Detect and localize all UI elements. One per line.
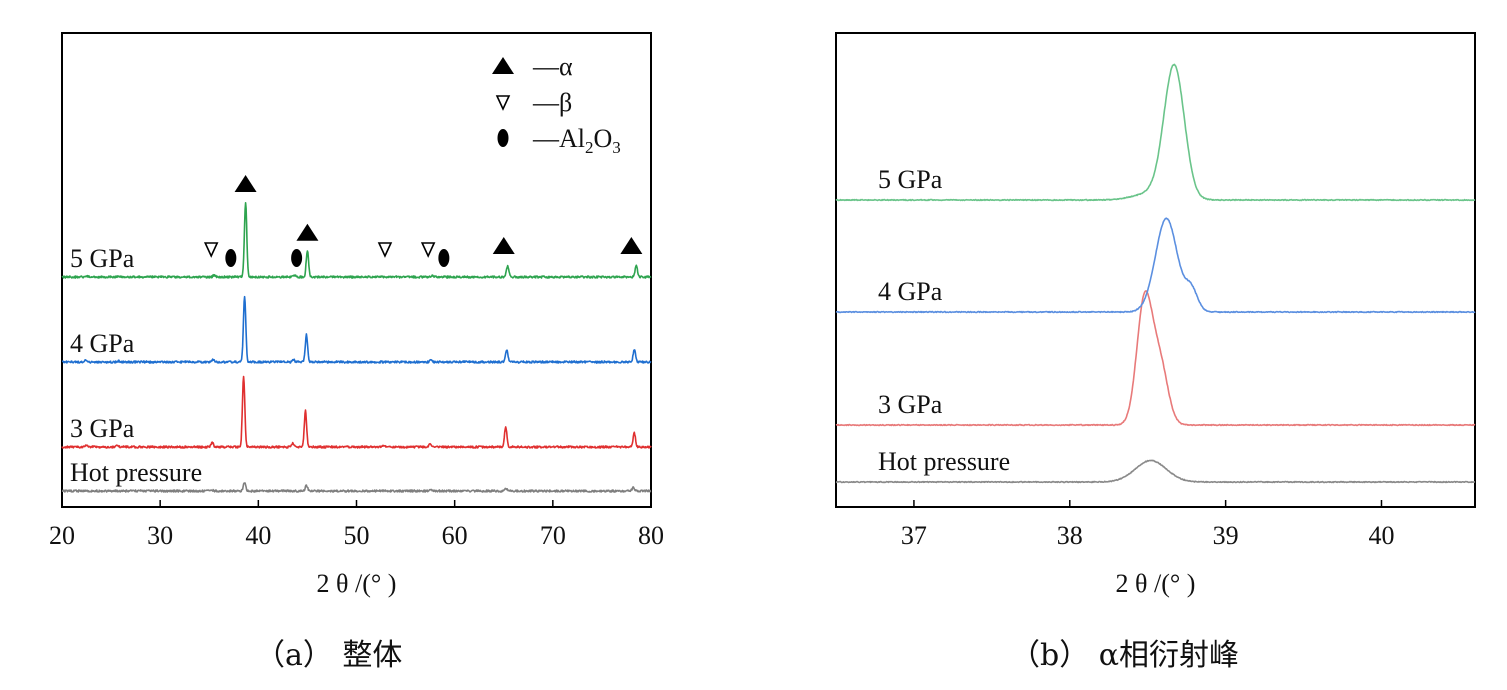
x-tick-label-a: 70 [540,521,566,550]
x-tick-label-b: 39 [1213,521,1239,550]
series-line-5-gpa-b [835,63,1476,202]
beta-marker-icon [377,242,393,258]
alpha-marker-icon [296,223,319,241]
x-tick-label-a: 80 [638,521,664,550]
series-line-4-gpa-b [835,217,1476,314]
series-line-4-gpa-a [61,295,652,364]
series-label-hot-pressure-b: Hot pressure [878,447,1010,476]
plot-frame-b [835,32,1476,508]
legend-label-3: —Al2O3 [532,124,621,157]
panel-b: 37 38 39 40 2 θ /(° ) Hot pressure 3 GPa 4 GPa 5… [835,32,1476,598]
x-axis-label-b: 2 θ /(° ) [1116,569,1196,598]
x-axis-label-a: 2 θ /(° ) [317,569,397,598]
legend-label-2: —β [532,88,572,117]
beta-marker-icon [203,242,219,258]
series-line-hot-pressure-b [835,459,1476,484]
legend-beta-icon [495,95,511,111]
series-line-5-gpa-a [61,202,652,279]
series-label-5-gpa-b: 5 GPa [878,165,943,194]
beta-marker-icon [420,242,436,258]
alpha-marker-icon [620,237,643,254]
x-tick-label-b: 38 [1057,521,1083,550]
caption-a: （a） 整体 [255,638,403,673]
x-tick-label-a: 20 [49,521,75,550]
series-line-3-gpa-a [61,375,652,449]
x-tick-label-a: 50 [344,521,370,550]
x-tick-label-a: 30 [147,521,173,550]
series-label-3-gpa-b: 3 GPa [878,390,943,419]
legend-label-1: —α [532,52,573,81]
al2o3-marker-icon [291,249,303,267]
legend-alpha-icon [492,57,514,74]
series-label-3-gpa-a: 3 GPa [70,414,135,443]
series-line-3-gpa-b [835,290,1476,427]
x-tick-label-b: 40 [1368,521,1394,550]
al2o3-marker-icon [438,249,450,267]
legend-al2o3-icon [497,129,509,147]
series-line-hot-pressure-a [61,482,652,493]
alpha-marker-icon [234,175,257,192]
al2o3-marker-icon [225,249,237,267]
panel-a: 20 30 40 50 60 70 80 2 θ /(° ) Hot pressure 3 GPa… [49,32,664,598]
series-label-hot-pressure-a: Hot pressure [70,458,202,487]
series-label-4-gpa-b: 4 GPa [878,277,943,306]
series-label-4-gpa-a: 4 GPa [70,329,135,358]
x-tick-label-a: 60 [442,521,468,550]
caption-b: （b） α相衍射峰 [1010,638,1239,673]
alpha-marker-icon [492,237,515,254]
series-label-5-gpa-a: 5 GPa [70,244,135,273]
x-tick-label-a: 40 [245,521,271,550]
x-tick-label-b: 37 [901,521,927,550]
